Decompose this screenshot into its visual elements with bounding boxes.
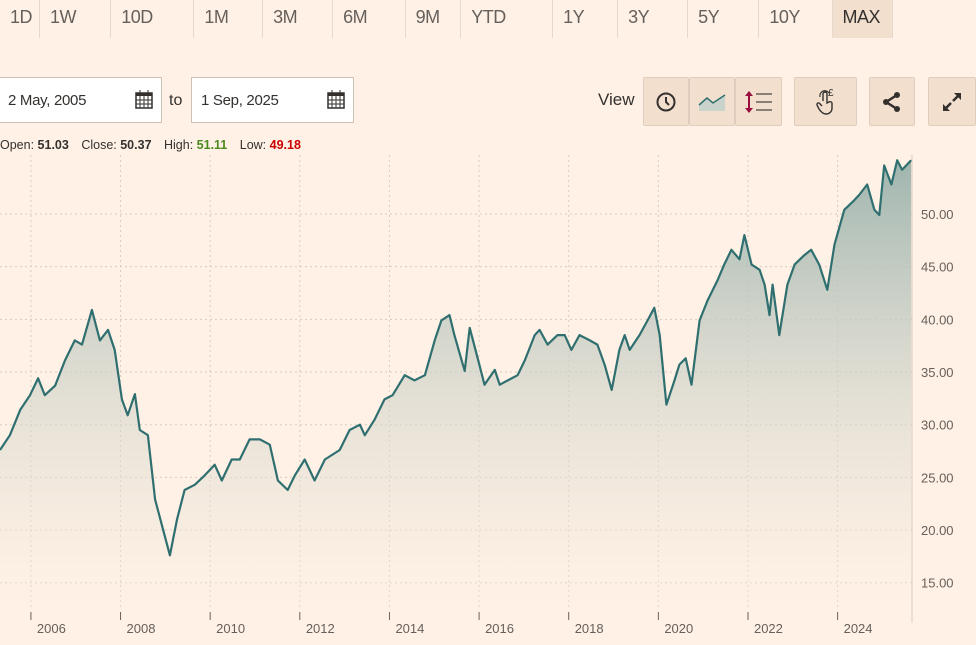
expand-icon — [943, 92, 961, 111]
share-button[interactable] — [869, 77, 915, 126]
share-icon — [883, 91, 900, 112]
x-tick-label: 2020 — [664, 621, 693, 636]
time-view-button[interactable] — [643, 77, 689, 126]
range-tab-1y[interactable]: 1Y — [553, 0, 619, 38]
high-value: 51.11 — [196, 138, 228, 152]
x-tick-label: 2018 — [575, 621, 604, 636]
to-label: to — [169, 92, 183, 109]
ohlc-readout: Open: 51.03 Close: 50.37 High: 51.11 Low… — [0, 138, 310, 152]
price-line — [0, 159, 912, 557]
x-tick-label: 2008 — [127, 621, 156, 636]
low-value: 49.18 — [269, 138, 301, 152]
open-label: Open: — [0, 138, 35, 152]
y-tick-label: 20.00 — [921, 523, 954, 538]
x-tick-label: 2006 — [37, 621, 66, 636]
clock-icon — [656, 92, 676, 111]
y-tick-label: 40.00 — [921, 312, 954, 327]
low-label: Low: — [239, 138, 267, 152]
fullscreen-button[interactable] — [928, 77, 976, 126]
range-tab-1m[interactable]: 1M — [194, 0, 264, 38]
x-tick-label: 2010 — [216, 621, 245, 636]
date-from-input[interactable]: 2 May, 2005 — [0, 77, 162, 123]
range-tabs: 1D 1W 10D 1M 3M 6M 9M YTD 1Y 3Y 5Y 10Y MAX — [0, 0, 894, 38]
price-chart[interactable]: 15.00 20.00 25.00 30.00 35.00 40.00 45.00 50.00… — [0, 155, 976, 645]
range-tab-9m[interactable]: 9M — [406, 0, 462, 38]
x-tick-label: 2016 — [485, 621, 514, 636]
y-tick-label: 35.00 — [921, 365, 954, 380]
y-tick-label: 50.00 — [921, 207, 954, 222]
close-label: Close: — [81, 138, 117, 152]
calendar-icon[interactable] — [135, 89, 153, 109]
range-tab-ytd[interactable]: YTD — [461, 0, 554, 38]
view-label: View — [598, 90, 635, 109]
date-to-input[interactable]: 1 Sep, 2025 — [191, 77, 354, 123]
x-tick-label: 2014 — [395, 621, 424, 636]
y-tick-label: 25.00 — [921, 470, 954, 485]
y-tick-label: 45.00 — [921, 260, 954, 275]
x-tick-label: 2012 — [306, 621, 335, 636]
date-to-value: 1 Sep, 2025 — [201, 92, 279, 109]
hand-pound-icon: £ — [815, 88, 834, 115]
y-tick-label: 30.00 — [921, 418, 954, 433]
range-tab-10y[interactable]: 10Y — [759, 0, 833, 38]
price-area — [0, 160, 912, 609]
x-tick-label: 2024 — [844, 621, 873, 636]
range-tab-max[interactable]: MAX — [832, 0, 894, 38]
date-from-value: 2 May, 2005 — [8, 92, 87, 109]
scale-icon — [744, 90, 772, 113]
range-tab-1w[interactable]: 1W — [40, 0, 112, 38]
close-value: 50.37 — [120, 138, 152, 152]
svg-text:£: £ — [828, 88, 834, 99]
line-chart-icon — [698, 93, 726, 111]
calendar-icon[interactable] — [327, 89, 345, 109]
range-tab-1d[interactable]: 1D — [0, 0, 40, 38]
range-tab-5y[interactable]: 5Y — [688, 0, 760, 38]
range-tab-3m[interactable]: 3M — [263, 0, 334, 38]
range-tab-10d[interactable]: 10D — [111, 0, 195, 38]
x-tick-label: 2022 — [754, 621, 783, 636]
open-value: 51.03 — [37, 138, 69, 152]
high-label: High: — [164, 138, 194, 152]
y-tick-label: 15.00 — [921, 576, 954, 591]
range-tab-3y[interactable]: 3Y — [618, 0, 689, 38]
scale-button[interactable] — [735, 77, 782, 126]
range-tab-6m[interactable]: 6M — [333, 0, 406, 38]
currency-button[interactable]: £ — [794, 77, 857, 126]
chart-type-button[interactable] — [689, 77, 735, 126]
